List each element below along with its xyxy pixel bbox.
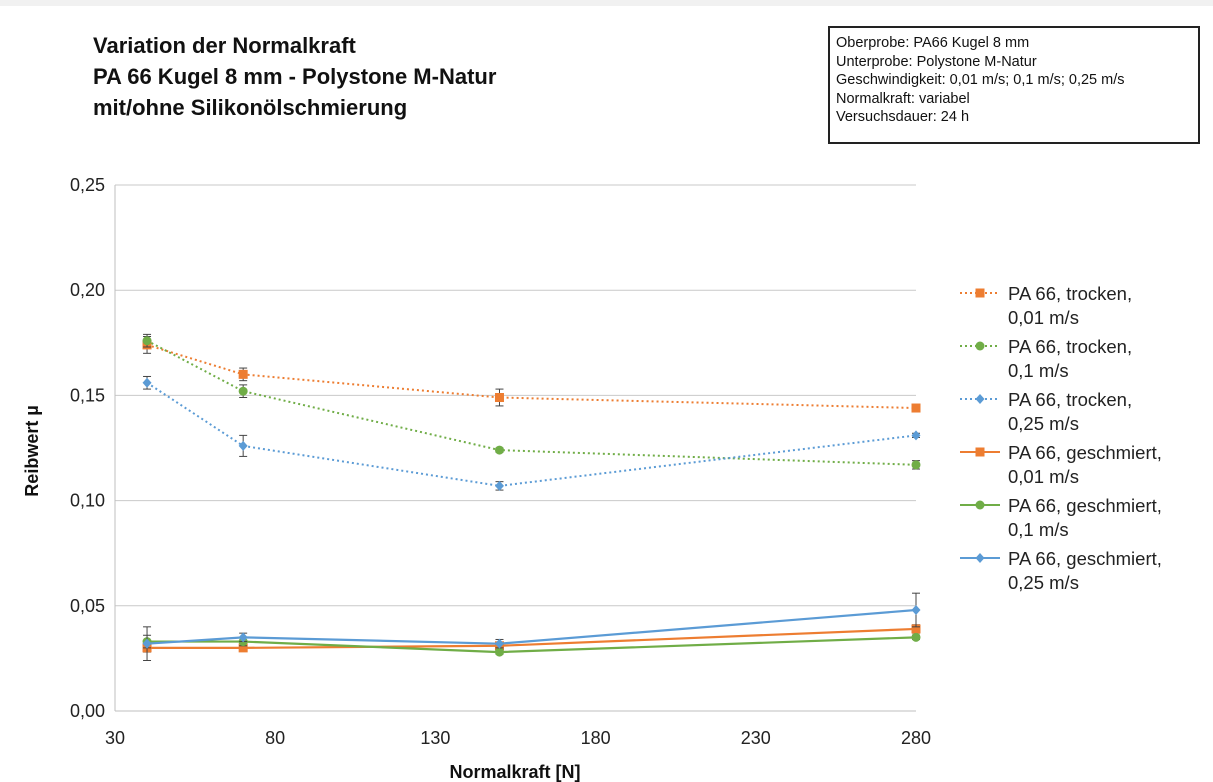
x-tick-label: 130 xyxy=(420,728,450,748)
legend-label: PA 66, trocken, xyxy=(1008,389,1132,410)
info-line-normal-force: Normalkraft: variabel xyxy=(836,90,970,107)
data-point-1-3 xyxy=(911,460,921,470)
top-border xyxy=(0,0,1213,6)
series-line-1 xyxy=(146,339,917,466)
legend: PA 66, trocken, 0,01 m/s PA 66, trocken, 0,… xyxy=(960,283,1162,593)
legend-label: PA 66, geschmiert, xyxy=(1008,548,1162,569)
data-point-5-1 xyxy=(238,632,248,643)
series-line-0 xyxy=(146,343,917,410)
legend-item-4: PA 66, geschmiert, 0,1 m/s xyxy=(960,495,1162,540)
data-point-2-0 xyxy=(142,377,152,388)
series-0 xyxy=(142,335,921,413)
data-point-2-2 xyxy=(494,480,504,491)
grid-lines xyxy=(115,184,916,607)
series-5 xyxy=(142,592,921,662)
data-point-5-0 xyxy=(142,638,152,649)
x-tick-label: 280 xyxy=(901,728,931,748)
data-point-4-3 xyxy=(911,632,921,642)
title-line-2: PA 66 Kugel 8 mm - Polystone M-Natur xyxy=(93,64,497,89)
x-tick-label: 80 xyxy=(265,728,285,748)
data-point-3-1 xyxy=(238,643,248,653)
y-tick-label: 0,00 xyxy=(70,701,105,721)
series-layer xyxy=(142,333,921,662)
y-axis-title: Reibwert µ xyxy=(22,405,42,496)
x-tick-label: 30 xyxy=(105,728,125,748)
y-tick-label: 0,15 xyxy=(70,385,105,405)
title-line-3: mit/ohne Silikonölschmierung xyxy=(93,95,408,120)
legend-label: PA 66, trocken, xyxy=(1008,336,1132,357)
legend-item-2: PA 66, trocken, 0,25 m/s xyxy=(960,389,1132,434)
legend-label: 0,01 m/s xyxy=(1008,466,1079,487)
test-conditions-box: Oberprobe: PA66 Kugel 8 mm Unterprobe: P… xyxy=(828,26,1200,144)
info-line-upper-sample: Oberprobe: PA66 Kugel 8 mm xyxy=(836,35,1030,51)
data-point-legend-2 xyxy=(975,394,985,404)
x-tick-label: 180 xyxy=(581,728,611,748)
data-point-0-3 xyxy=(911,403,921,413)
legend-label: PA 66, trocken, xyxy=(1008,283,1132,304)
axes: 0,00 0,05 0,10 0,15 0,20 0,25 30 80 130 180 230 280 xyxy=(70,175,931,748)
data-point-0-1 xyxy=(238,369,248,379)
data-point-legend-5 xyxy=(975,553,985,563)
legend-label: 0,01 m/s xyxy=(1008,307,1079,328)
legend-item-0: PA 66, trocken, 0,01 m/s xyxy=(960,283,1132,328)
legend-item-1: PA 66, trocken, 0,1 m/s xyxy=(960,336,1132,381)
title-line-1: Variation der Normalkraft xyxy=(93,33,356,58)
y-tick-label: 0,10 xyxy=(70,491,105,511)
info-line-speed: Geschwindigkeit: 0,01 m/s; 0,1 m/s; 0,25… xyxy=(836,72,1125,88)
x-axis-title: Normalkraft [N] xyxy=(449,762,580,782)
legend-item-3: PA 66, geschmiert, 0,01 m/s xyxy=(960,442,1162,487)
x-tick-label: 230 xyxy=(741,728,771,748)
data-point-legend-4 xyxy=(975,500,985,510)
data-point-4-2 xyxy=(494,647,504,657)
y-tick-label: 0,05 xyxy=(70,596,105,616)
info-line-lower-sample: Unterprobe: Polystone M-Natur xyxy=(836,53,1037,70)
data-point-0-2 xyxy=(494,393,504,403)
y-tick-label: 0,20 xyxy=(70,280,105,300)
legend-label: PA 66, geschmiert, xyxy=(1008,442,1162,463)
series-line-5 xyxy=(146,608,917,645)
legend-label: 0,25 m/s xyxy=(1008,413,1079,434)
legend-label: 0,1 m/s xyxy=(1008,360,1069,381)
series-line-2 xyxy=(146,381,917,487)
legend-item-5: PA 66, geschmiert, 0,25 m/s xyxy=(960,548,1162,593)
legend-label: 0,1 m/s xyxy=(1008,519,1069,540)
legend-label: 0,25 m/s xyxy=(1008,572,1079,593)
series-2 xyxy=(142,375,921,491)
data-point-1-0 xyxy=(142,336,152,346)
data-point-5-2 xyxy=(494,638,504,649)
series-1 xyxy=(142,333,921,470)
data-point-1-2 xyxy=(494,445,504,455)
data-point-legend-3 xyxy=(975,447,985,457)
data-point-5-3 xyxy=(911,605,921,616)
info-line-duration: Versuchsdauer: 24 h xyxy=(836,109,970,125)
data-point-2-3 xyxy=(911,430,921,441)
data-point-legend-1 xyxy=(975,341,985,351)
chart-title: Variation der Normalkraft PA 66 Kugel 8 … xyxy=(93,30,496,123)
data-point-3-3 xyxy=(911,624,921,634)
data-point-1-1 xyxy=(238,386,248,396)
y-tick-label: 0,25 xyxy=(70,175,105,195)
data-point-2-1 xyxy=(238,440,248,451)
legend-label: PA 66, geschmiert, xyxy=(1008,495,1162,516)
data-point-legend-0 xyxy=(975,288,985,298)
